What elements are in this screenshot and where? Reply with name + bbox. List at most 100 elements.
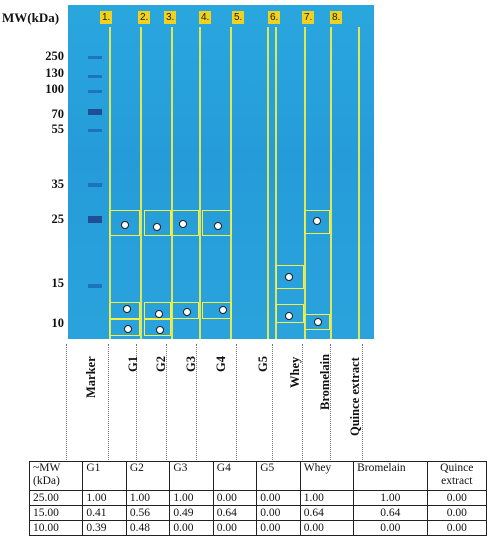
band-box-10kda (109, 319, 140, 336)
gel-background (68, 5, 374, 339)
table-header: G5 (256, 461, 301, 491)
lane-number-4: 4. (199, 11, 212, 24)
band-dot (183, 308, 191, 316)
band-dot (219, 306, 227, 314)
band-dot (313, 217, 321, 225)
band-dot (156, 326, 164, 334)
band-dot (155, 310, 163, 318)
lane-divider (358, 27, 360, 339)
table-cell: 0.00 (256, 490, 301, 506)
table-row: 25.00 1.00 1.00 1.00 0.00 0.00 1.00 1.00… (28, 490, 488, 506)
lane-divider (330, 27, 332, 339)
lane-label-column (66, 344, 67, 460)
lane-divider (140, 27, 142, 339)
lane-label-whey: Whey (288, 356, 302, 388)
band-box-10kda (144, 319, 171, 336)
marker-band (88, 90, 102, 93)
band-box-15kda (109, 302, 140, 319)
table-header: G3 (169, 461, 214, 491)
lane-label-column (302, 344, 303, 460)
lane-label-column (330, 344, 331, 460)
table-header: G1 (82, 461, 127, 491)
table-cell: 10.00 (28, 520, 84, 536)
lane-divider (230, 27, 232, 339)
table-header: Whey (299, 461, 355, 491)
marker-band (88, 56, 102, 59)
lane-label-column (166, 344, 167, 460)
mw-tick-100: 100 (45, 82, 64, 96)
table-header: Bromelain (353, 461, 428, 491)
lane-label-column (236, 344, 237, 460)
lane-number-8: 8. (330, 11, 343, 24)
table-cell: 0.49 (169, 505, 214, 521)
lane-number-1: 1. (100, 11, 113, 24)
table-cell: 15.00 (28, 505, 84, 521)
lane-label-g1: G1 (126, 356, 140, 372)
lane-divider (171, 27, 173, 339)
band-dot (123, 305, 131, 313)
table-cell: 0.48 (125, 520, 171, 536)
mw-axis-title: MW(kDa) (2, 10, 60, 25)
band-intensity-table: ~MW (kDa) G1 G2 G3 G4 G5 Whey Bromelain … (28, 461, 488, 536)
table-cell: 1.00 (299, 490, 355, 506)
table-header: G4 (212, 461, 258, 491)
band-box-15kda (171, 302, 199, 319)
band-dot (285, 273, 293, 281)
mw-tick-25: 25 (51, 212, 65, 226)
band-dot (214, 222, 222, 230)
table-header-row: ~MW (kDa) G1 G2 G3 G4 G5 Whey Bromelain … (28, 461, 488, 491)
table-cell: 0.00 (426, 505, 488, 521)
marker-band (88, 183, 102, 187)
table-cell: 0.64 (353, 505, 428, 521)
lane-labels: Marker G1 G2 G3 G4 G5 Whey Bromelain Qui… (66, 344, 366, 460)
mw-tick-130: 130 (45, 66, 64, 80)
table-cell: 0.00 (212, 520, 258, 536)
lane-number-3: 3. (164, 11, 177, 24)
band-dot (285, 312, 293, 320)
band-dot (124, 325, 132, 333)
table-cell: 0.00 (256, 520, 301, 536)
band-box-25kda (171, 210, 199, 236)
table-cell: 1.00 (82, 490, 127, 506)
lane-label-column (108, 344, 109, 460)
table-cell: 0.56 (125, 505, 171, 521)
lane-number-2: 2. (138, 11, 151, 24)
lane-divider (304, 27, 306, 339)
band-box-10kda (304, 314, 330, 330)
band-box-25kda (202, 210, 232, 236)
lane-divider (199, 27, 201, 339)
lane-label-g5: G5 (256, 356, 270, 372)
band-box-15kda (202, 302, 232, 319)
table-cell: 0.00 (426, 490, 488, 506)
band-box-25kda (304, 210, 330, 234)
band-dot (314, 318, 322, 326)
table-cell: 0.39 (82, 520, 127, 536)
table-cell: 0.00 (169, 520, 214, 536)
table-header: G2 (125, 461, 171, 491)
table-cell: 0.00 (426, 520, 488, 536)
gel-image: 1. 2. 3. 4. 5. 6. 7. 8. (68, 5, 374, 339)
lane-number-5: 5. (232, 11, 245, 24)
band-box-25kda (144, 210, 171, 236)
lane-label-column (272, 344, 273, 460)
band-box-15kda (144, 302, 171, 319)
table-row: 10.00 0.39 0.48 0.00 0.00 0.00 0.00 0.00… (28, 520, 488, 536)
lane-label-g3: G3 (184, 356, 198, 372)
mw-tick-70: 70 (51, 107, 65, 121)
lane-label-column (196, 344, 197, 460)
lane-label-quince-extract: Quince extract (348, 357, 362, 436)
table-cell: 0.00 (212, 490, 258, 506)
table-cell: 1.00 (169, 490, 214, 506)
mw-tick-10: 10 (51, 316, 65, 330)
marker-band (88, 129, 102, 132)
table-cell: 1.00 (125, 490, 171, 506)
lane-label-g2: G2 (154, 356, 168, 372)
lane-label-bromelain: Bromelain (318, 353, 332, 410)
table-cell: 0.64 (299, 505, 355, 521)
mw-tick-35: 35 (51, 177, 65, 191)
table-cell: 0.00 (299, 520, 355, 536)
table-row: 15.00 0.41 0.56 0.49 0.64 0.00 0.64 0.64… (28, 505, 488, 521)
lane-divider (109, 27, 111, 339)
band-box-15kda (276, 304, 304, 323)
